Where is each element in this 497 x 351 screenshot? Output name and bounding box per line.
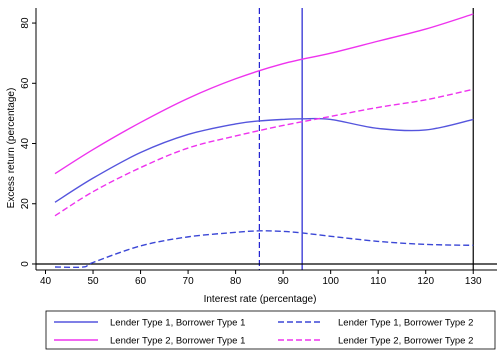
x-tick-label: 70 — [183, 276, 195, 287]
y-tick-label: 0 — [20, 261, 31, 267]
legend-label-lender-type-1-borrower-type-2: Lender Type 1, Borrower Type 2 — [338, 318, 473, 329]
legend-label-lender-type-1-borrower-type-1: Lender Type 1, Borrower Type 1 — [110, 318, 245, 329]
plot-area — [36, 8, 497, 270]
x-tick-label: 60 — [135, 276, 147, 287]
x-tick-label: 120 — [417, 276, 434, 287]
y-tick-label: 80 — [20, 17, 31, 29]
x-tick-label: 40 — [40, 276, 52, 287]
series-line-lender-type-2-borrower-type-1 — [54, 13, 474, 175]
legend-box — [45, 310, 496, 350]
legend-label-lender-type-2-borrower-type-2: Lender Type 2, Borrower Type 2 — [338, 336, 473, 347]
legend: Lender Type 1, Borrower Type 1 Lender Typ… — [45, 310, 496, 350]
series-line-lender-type-2-borrower-type-2 — [54, 88, 474, 217]
legend-label-lender-type-2-borrower-type-1: Lender Type 2, Borrower Type 1 — [110, 336, 245, 347]
series-line-lender-type-1-borrower-type-1 — [54, 117, 474, 203]
x-tick-label: 130 — [465, 276, 482, 287]
axes: 40 50 60 70 80 90 100 110 120 130 0 20 40 60 80 — [20, 8, 497, 287]
y-tick-label: 60 — [20, 77, 31, 89]
x-tick-label: 80 — [230, 276, 242, 287]
x-tick-label: 90 — [278, 276, 290, 287]
series-line-lender-type-1-borrower-type-2 — [55, 230, 474, 269]
y-tick-label: 40 — [20, 138, 31, 150]
x-tick-label: 100 — [322, 276, 339, 287]
y-axis-title: Excess return (percentage) — [6, 88, 17, 209]
y-tick-label: 20 — [20, 198, 31, 210]
x-tick-label: 110 — [370, 276, 386, 287]
x-axis-title: Interest rate (percentage) — [204, 294, 317, 305]
x-tick-label: 50 — [87, 276, 99, 287]
